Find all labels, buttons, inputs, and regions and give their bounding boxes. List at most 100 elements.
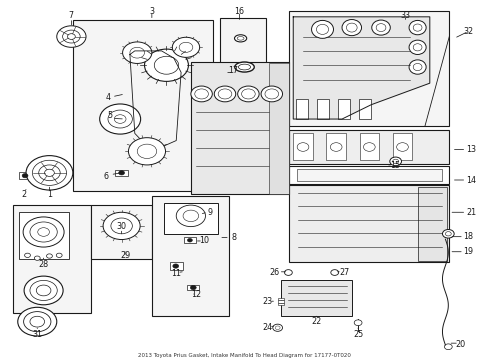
Circle shape <box>30 280 57 301</box>
Bar <box>268 63 289 194</box>
Polygon shape <box>293 17 429 119</box>
Bar <box>317 99 328 119</box>
Text: 16: 16 <box>234 7 244 16</box>
Text: 33: 33 <box>400 10 409 19</box>
Bar <box>163 203 217 234</box>
Ellipse shape <box>311 21 333 39</box>
Text: 30: 30 <box>116 222 126 231</box>
Ellipse shape <box>234 62 254 72</box>
Circle shape <box>67 34 75 40</box>
Circle shape <box>122 42 152 63</box>
Circle shape <box>214 86 235 102</box>
Circle shape <box>218 89 231 99</box>
Circle shape <box>103 212 140 239</box>
Circle shape <box>18 307 57 336</box>
Bar <box>91 205 152 259</box>
Circle shape <box>23 217 64 247</box>
Circle shape <box>30 316 44 327</box>
Text: 27: 27 <box>339 268 349 277</box>
Text: 18: 18 <box>462 232 472 241</box>
Circle shape <box>57 26 86 47</box>
Bar <box>190 62 289 194</box>
Circle shape <box>172 37 199 57</box>
Circle shape <box>22 174 28 178</box>
Circle shape <box>442 229 453 238</box>
Bar <box>358 99 370 119</box>
Circle shape <box>392 159 398 163</box>
Text: 23: 23 <box>263 297 272 306</box>
Circle shape <box>32 160 66 185</box>
Circle shape <box>38 228 49 236</box>
Bar <box>277 303 284 305</box>
Circle shape <box>24 253 30 257</box>
Ellipse shape <box>412 24 421 31</box>
Text: 14: 14 <box>465 176 475 185</box>
Circle shape <box>176 205 205 226</box>
Circle shape <box>30 222 57 242</box>
Circle shape <box>100 104 141 134</box>
Bar <box>417 187 446 261</box>
Circle shape <box>284 270 292 275</box>
Text: 21: 21 <box>465 208 475 217</box>
Circle shape <box>241 89 255 99</box>
Circle shape <box>275 326 280 329</box>
Text: 4: 4 <box>105 93 110 102</box>
Text: 9: 9 <box>207 208 212 217</box>
Ellipse shape <box>408 21 425 35</box>
Bar <box>293 134 312 160</box>
Text: 8: 8 <box>231 233 236 242</box>
Circle shape <box>154 56 178 74</box>
Circle shape <box>108 110 132 128</box>
Ellipse shape <box>408 60 425 74</box>
Circle shape <box>353 320 361 325</box>
Circle shape <box>137 144 157 158</box>
Ellipse shape <box>408 40 425 54</box>
Text: 5: 5 <box>108 111 113 120</box>
Text: 31: 31 <box>32 330 42 339</box>
Text: 15: 15 <box>390 161 400 170</box>
Text: 11: 11 <box>171 269 181 278</box>
Circle shape <box>444 344 451 350</box>
Circle shape <box>111 218 132 234</box>
Text: 10: 10 <box>199 237 209 246</box>
Circle shape <box>119 171 124 175</box>
Circle shape <box>26 156 73 190</box>
Text: 1: 1 <box>47 190 52 199</box>
Text: 25: 25 <box>352 330 363 339</box>
Circle shape <box>62 30 80 43</box>
Circle shape <box>34 256 40 260</box>
Circle shape <box>194 89 208 99</box>
Circle shape <box>330 143 341 151</box>
Bar <box>277 301 284 303</box>
Text: 17: 17 <box>228 66 238 75</box>
Ellipse shape <box>316 24 328 35</box>
Circle shape <box>190 285 196 290</box>
Circle shape <box>330 270 338 275</box>
Ellipse shape <box>346 23 356 32</box>
Circle shape <box>24 276 63 305</box>
Text: 32: 32 <box>463 27 473 36</box>
Bar <box>19 212 69 259</box>
Circle shape <box>44 169 54 176</box>
Circle shape <box>237 86 259 102</box>
Circle shape <box>39 165 60 181</box>
Text: 7: 7 <box>69 10 74 19</box>
Ellipse shape <box>375 24 385 32</box>
Circle shape <box>172 264 178 268</box>
Bar <box>13 205 91 313</box>
Circle shape <box>363 143 374 151</box>
Bar <box>152 196 228 316</box>
Bar <box>297 169 441 181</box>
Circle shape <box>297 143 308 151</box>
Text: 22: 22 <box>311 317 321 326</box>
Text: 26: 26 <box>269 268 279 277</box>
Circle shape <box>23 312 51 332</box>
Circle shape <box>389 157 401 166</box>
Circle shape <box>144 49 188 81</box>
Bar <box>337 99 349 119</box>
Bar <box>289 185 448 262</box>
Text: 13: 13 <box>465 145 475 154</box>
Text: 6: 6 <box>103 172 108 181</box>
Bar <box>183 237 195 243</box>
Bar <box>115 170 128 176</box>
